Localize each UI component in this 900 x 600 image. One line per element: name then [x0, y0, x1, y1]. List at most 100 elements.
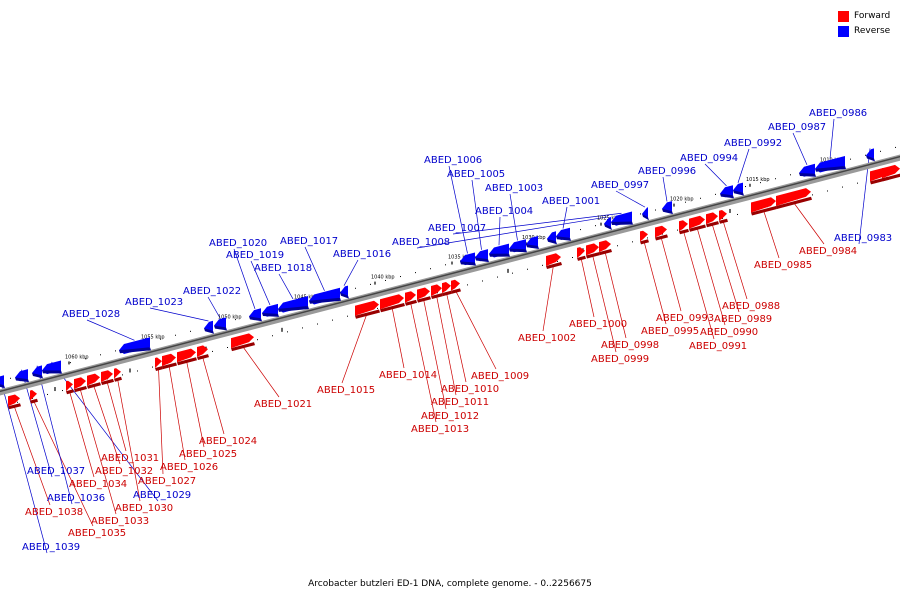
scale-tick-minor	[430, 268, 431, 270]
gene-label-abed_0999: ABED_0999	[591, 354, 649, 365]
leader-line	[233, 248, 256, 309]
gene-arrow-shadow	[776, 196, 812, 209]
gene-arrow-shadow	[42, 370, 62, 374]
leader-line	[207, 296, 221, 319]
leader-line	[186, 360, 205, 448]
gene-arrow-shadow	[417, 296, 431, 303]
leader-line	[763, 210, 780, 259]
gene-arrow-abed_1039	[0, 375, 5, 389]
gene-label-abed_1012: ABED_1012	[421, 411, 479, 422]
gene-arrow-shadow	[599, 249, 612, 256]
gene-arrow-shadow	[451, 288, 461, 294]
gene-label-abed_1014: ABED_1014	[379, 370, 437, 381]
gene-arrow-body	[155, 357, 162, 368]
leader-line	[304, 246, 325, 291]
gene-arrow-abed_0987	[799, 163, 816, 177]
gene-arrow-shadow	[526, 244, 539, 249]
gene-arrow-shadow	[642, 213, 649, 221]
scale-tick-minor	[445, 264, 446, 266]
gene-label-abed_0989: ABED_0989	[714, 314, 772, 325]
scale-tick-minor	[152, 366, 153, 368]
gene-arrow-shadow	[556, 236, 571, 241]
gene-arrow-abed_0998	[599, 240, 612, 256]
leader-line	[416, 216, 608, 249]
gene-label-abed_1029: ABED_1029	[133, 490, 191, 501]
gene-arrow-body	[451, 279, 460, 291]
gene-arrow-shadow	[340, 292, 349, 299]
gene-arrow-body	[776, 188, 811, 206]
scale-tick-minor	[317, 323, 318, 325]
gene-label-abed_1010: ABED_1010	[441, 384, 499, 395]
gene-arrow-body	[689, 215, 705, 229]
leader-line	[829, 118, 835, 159]
gene-arrow-abed_0996	[662, 201, 673, 215]
gene-arrow-shadow	[733, 190, 744, 196]
reverse-swatch	[838, 25, 849, 37]
gene-arrow	[526, 236, 539, 249]
leader-line	[33, 400, 94, 527]
scale-tick-minor	[347, 315, 348, 317]
gene-arrow-shadow	[604, 223, 612, 230]
leader-line	[423, 298, 447, 410]
gene-arrow-shadow	[489, 253, 510, 257]
leader-line	[696, 227, 726, 326]
leader-line	[737, 148, 750, 183]
gene-arrow-body	[162, 353, 176, 367]
gene-arrow-shadow	[177, 357, 197, 366]
gene-arrow-abed_0983	[866, 148, 875, 162]
scale-tick-minor	[632, 241, 633, 243]
gene-arrow-abed_1016	[340, 285, 349, 299]
gene-arrow-abed_0985	[751, 197, 777, 216]
gene-arrow-body	[197, 345, 208, 357]
scale-tick-minor	[377, 307, 378, 309]
gene-arrow-shadow	[577, 255, 586, 261]
gene-arrows	[0, 148, 900, 410]
gene-arrow-shadow	[866, 155, 875, 162]
gene-arrow-shadow	[0, 384, 5, 389]
gene-arrow-abed_1034	[66, 380, 74, 395]
scale-tick-minor	[527, 268, 528, 270]
leader-line	[250, 260, 271, 306]
gene-label-abed_1030: ABED_1030	[115, 503, 173, 514]
gene-arrow-shadow	[119, 347, 151, 354]
scale-tick-minor	[10, 377, 11, 379]
leader-line	[792, 132, 808, 166]
gene-arrow-shadow	[719, 218, 728, 224]
scale-tick-minor	[122, 374, 123, 376]
gene-arrow-abed_1014	[380, 294, 405, 313]
gene-arrow-abed_1035	[30, 390, 38, 404]
gene-arrow-abed_1025	[177, 348, 197, 366]
gene-label-abed_1002: ABED_1002	[518, 333, 576, 344]
scale-tick-minor	[17, 401, 18, 403]
gene-arrow-abed_1005	[475, 249, 489, 263]
leader-line	[562, 206, 568, 229]
leader-line	[446, 292, 467, 383]
gene-label-abed_1033: ABED_1033	[91, 516, 149, 527]
leader-line	[79, 388, 117, 515]
forward-swatch	[838, 10, 849, 22]
leader-line	[0, 376, 48, 554]
gene-arrow-shadow	[355, 309, 380, 319]
leader-line	[117, 378, 141, 502]
leader-line	[580, 257, 595, 318]
gene-arrow-body	[380, 294, 404, 310]
scale-tick-minor	[115, 350, 116, 352]
legend-item-reverse: Reverse	[838, 24, 890, 38]
leader-line	[509, 193, 518, 241]
gene-arrow-abed_0989	[706, 212, 719, 228]
leader-line	[391, 307, 405, 369]
leader-line	[86, 319, 135, 341]
scale-tick-minor	[580, 229, 581, 231]
scale-label: 1055 kbp	[141, 335, 165, 341]
gene-arrow-body	[719, 210, 727, 221]
gene-arrow-shadow	[231, 342, 255, 352]
gene-arrow-body	[87, 373, 100, 386]
gene-arrow	[547, 231, 557, 245]
gene-arrow-body	[586, 243, 599, 256]
scale-tick-minor	[572, 257, 573, 258]
gene-arrow-shadow	[197, 354, 209, 360]
scale-tick-minor	[332, 319, 333, 321]
gene-label-abed_0984: ABED_0984	[799, 246, 857, 257]
scale-tick-minor	[715, 193, 716, 195]
leader-line	[722, 220, 748, 300]
